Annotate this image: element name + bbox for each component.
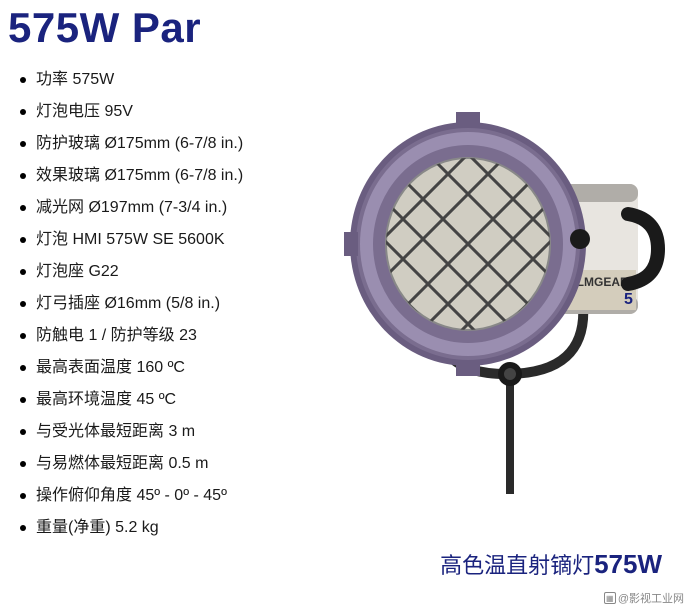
bullet-icon (20, 365, 26, 371)
bullet-icon (20, 301, 26, 307)
spec-text: 最高环境温度 45 ºC (36, 392, 176, 408)
bullet-icon (20, 397, 26, 403)
spec-item: 操作俯仰角度 45º - 0º - 45º (8, 480, 328, 512)
subtitle-bold: 575W (594, 549, 662, 579)
watermark: ▦ @影视工业网 (604, 590, 684, 606)
brand-sub: 5 (624, 291, 633, 308)
spec-text: 重量(净重) 5.2 kg (36, 520, 159, 536)
bullet-icon (20, 77, 26, 83)
bullet-icon (20, 205, 26, 211)
spec-item: 灯泡 HMI 575W SE 5600K (8, 224, 328, 256)
spec-item: 灯泡座 G22 (8, 256, 328, 288)
image-area: FILMGEAR 5 (328, 64, 690, 544)
specs-list: 功率 575W 灯泡电压 95V 防护玻璃 Ø175mm (6-7/8 in.) 效果… (8, 64, 328, 544)
bullet-icon (20, 461, 26, 467)
spec-item: 与易燃体最短距离 0.5 m (8, 448, 328, 480)
spec-text: 防护玻璃 Ø175mm (6-7/8 in.) (36, 136, 243, 152)
tab-top (456, 112, 480, 126)
spec-text: 灯泡电压 95V (36, 104, 133, 120)
subtitle: 高色温直射镝灯575W (440, 548, 662, 580)
spec-item: 重量(净重) 5.2 kg (8, 512, 328, 544)
watermark-text: @影视工业网 (618, 590, 684, 606)
bullet-icon (20, 429, 26, 435)
side-knob (570, 229, 590, 249)
spec-item: 减光网 Ø197mm (7-3/4 in.) (8, 192, 328, 224)
tab-bottom (456, 362, 480, 376)
watermark-icon: ▦ (604, 592, 616, 604)
bullet-icon (20, 141, 26, 147)
spec-item: 灯泡电压 95V (8, 96, 328, 128)
page-title: 575W Par (0, 0, 690, 52)
spec-text: 与受光体最短距离 3 m (36, 424, 195, 440)
subtitle-prefix: 高色温直射镝灯 (440, 553, 594, 578)
spec-item: 防触电 1 / 防护等级 23 (8, 320, 328, 352)
bullet-icon (20, 109, 26, 115)
spec-item: 灯弓插座 Ø16mm (5/8 in.) (8, 288, 328, 320)
bullet-icon (20, 173, 26, 179)
lamp-illustration: FILMGEAR 5 (328, 74, 668, 494)
spec-text: 灯弓插座 Ø16mm (5/8 in.) (36, 296, 220, 312)
content-area: 功率 575W 灯泡电压 95V 防护玻璃 Ø175mm (6-7/8 in.) 效果… (0, 52, 690, 544)
spec-item: 效果玻璃 Ø175mm (6-7/8 in.) (8, 160, 328, 192)
spec-item: 功率 575W (8, 64, 328, 96)
spec-text: 灯泡 HMI 575W SE 5600K (36, 232, 225, 248)
spec-item: 防护玻璃 Ø175mm (6-7/8 in.) (8, 128, 328, 160)
spec-text: 减光网 Ø197mm (7-3/4 in.) (36, 200, 227, 216)
spec-item: 最高表面温度 160 ºC (8, 352, 328, 384)
spec-item: 最高环境温度 45 ºC (8, 384, 328, 416)
spec-text: 效果玻璃 Ø175mm (6-7/8 in.) (36, 168, 243, 184)
spec-text: 与易燃体最短距离 0.5 m (36, 456, 208, 472)
bullet-icon (20, 333, 26, 339)
tab-left (344, 232, 358, 256)
bullet-icon (20, 237, 26, 243)
yoke-knob-inner (504, 368, 516, 380)
spec-text: 防触电 1 / 防护等级 23 (36, 328, 197, 344)
spec-text: 操作俯仰角度 45º - 0º - 45º (36, 488, 227, 504)
spec-item: 与受光体最短距离 3 m (8, 416, 328, 448)
bullet-icon (20, 493, 26, 499)
spec-text: 功率 575W (36, 72, 114, 88)
bullet-icon (20, 525, 26, 531)
spec-text: 最高表面温度 160 ºC (36, 360, 185, 376)
bullet-icon (20, 269, 26, 275)
spec-text: 灯泡座 G22 (36, 264, 119, 280)
